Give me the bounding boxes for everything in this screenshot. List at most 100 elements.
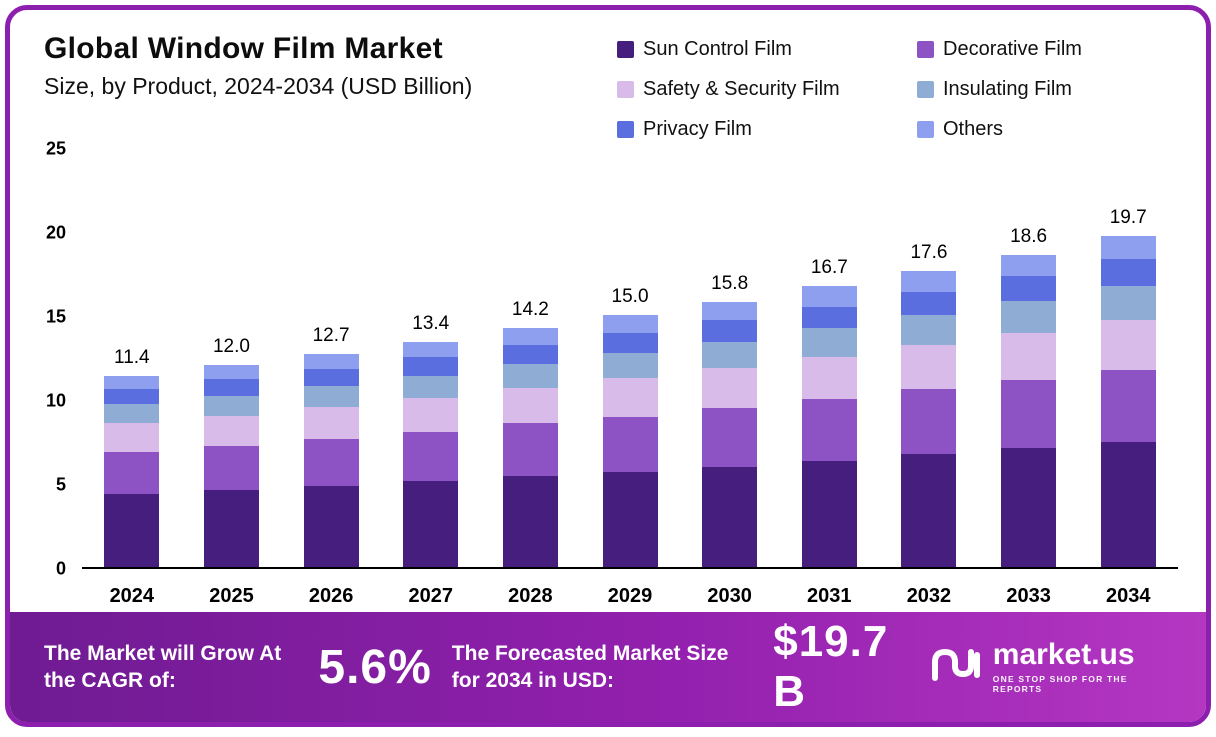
legend-label: Decorative Film — [943, 38, 1082, 60]
legend: Sun Control Film Decorative Film Safety & … — [617, 32, 1172, 141]
bar-2030: 15.8 — [680, 273, 780, 567]
legend-item-privacy-film: Privacy Film — [617, 118, 917, 141]
legend-swatch-decorative-film — [917, 41, 934, 58]
segment-safety-security-film-2034 — [1100, 319, 1156, 370]
segment-safety-security-film-2029 — [602, 378, 658, 417]
segment-privacy-film-2031 — [801, 306, 857, 329]
legend-item-insulating-film: Insulating Film — [917, 78, 1172, 101]
x-label-2031: 2031 — [807, 585, 852, 607]
bar-total-label-2024: 11.4 — [114, 346, 150, 368]
legend-label: Others — [943, 118, 1004, 140]
market-us-logo: market.us ONE STOP SHOP FOR THE REPORTS — [929, 640, 1172, 694]
bar-stack-2027 — [403, 341, 459, 567]
segment-insulating-film-2032 — [901, 315, 957, 346]
bar-total-label-2028: 14.2 — [511, 299, 549, 321]
segment-insulating-film-2029 — [602, 353, 658, 379]
segment-others-2031 — [801, 286, 857, 307]
bar-stack-2025 — [203, 365, 259, 567]
y-tick-15: 15 — [45, 306, 66, 327]
segment-decorative-film-2028 — [502, 423, 558, 476]
segment-privacy-film-2027 — [403, 357, 459, 376]
x-label-2027: 2027 — [408, 585, 453, 607]
x-label-2030: 2030 — [707, 585, 752, 607]
plot-wrap: 0 5 10 15 20 25 11.4 12.0 12.7 13.4 14.2 15.0 15.8 1… — [10, 139, 1206, 579]
legend-label: Privacy Film — [643, 118, 752, 140]
segment-insulating-film-2027 — [403, 375, 459, 398]
segment-others-2033 — [1001, 254, 1057, 277]
logo-text-block: market.us ONE STOP SHOP FOR THE REPORTS — [992, 638, 1172, 695]
cagr-value: 5.6% — [318, 640, 432, 694]
segment-insulating-film-2030 — [702, 341, 758, 369]
chart-titles: Global Window Film Market Size, by Produ… — [44, 32, 472, 141]
segment-insulating-film-2033 — [1001, 301, 1057, 334]
legend-item-decorative-film: Decorative Film — [917, 38, 1172, 61]
legend-item-safety-security-film: Safety & Security Film — [617, 78, 917, 101]
x-label-2026: 2026 — [308, 585, 354, 607]
segment-privacy-film-2032 — [901, 291, 957, 316]
bar-2024: 11.4 — [82, 347, 182, 567]
segment-others-2025 — [203, 365, 259, 379]
x-label-2024: 2024 — [109, 585, 155, 607]
logo-name: market.us — [992, 638, 1135, 671]
segment-others-2029 — [602, 315, 658, 334]
bar-2028: 14.2 — [481, 299, 581, 567]
legend-label: Safety & Security Film — [643, 78, 840, 100]
segment-sun-control-film-2028 — [502, 475, 558, 567]
cagr-label: The Market will Grow At the CAGR of: — [44, 641, 282, 692]
segment-sun-control-film-2033 — [1001, 448, 1057, 567]
chart-header: Global Window Film Market Size, by Produ… — [10, 28, 1206, 141]
bar-stack-2033 — [1001, 254, 1057, 567]
segment-sun-control-film-2030 — [702, 466, 758, 567]
segment-safety-security-film-2033 — [1001, 333, 1057, 380]
segment-others-2030 — [702, 301, 758, 320]
y-tick-20: 20 — [45, 222, 66, 243]
bar-2034: 19.7 — [1078, 207, 1178, 567]
segment-sun-control-film-2031 — [801, 461, 857, 567]
segment-privacy-film-2034 — [1100, 259, 1156, 287]
segment-safety-security-film-2031 — [801, 357, 857, 400]
segment-safety-security-film-2024 — [104, 422, 160, 452]
segment-decorative-film-2025 — [203, 446, 259, 490]
y-tick-0: 0 — [55, 558, 66, 579]
legend-swatch-privacy-film — [617, 121, 634, 138]
legend-swatch-others — [917, 121, 934, 138]
legend-swatch-insulating-film — [917, 81, 934, 98]
bar-total-label-2027: 13.4 — [412, 312, 450, 334]
chart-subtitle: Size, by Product, 2024-2034 (USD Billion… — [44, 73, 473, 99]
segment-safety-security-film-2028 — [502, 387, 558, 424]
segment-privacy-film-2029 — [602, 333, 658, 354]
bar-2025: 12.0 — [182, 336, 282, 567]
bar-stack-2034 — [1100, 236, 1156, 567]
segment-insulating-film-2028 — [502, 364, 558, 388]
segment-insulating-film-2031 — [801, 328, 857, 358]
segment-safety-security-film-2026 — [303, 407, 359, 440]
segment-others-2024 — [104, 375, 160, 390]
bar-total-label-2034: 19.7 — [1109, 207, 1147, 229]
y-tick-10: 10 — [45, 390, 66, 411]
segment-decorative-film-2029 — [602, 416, 658, 472]
bar-total-label-2030: 15.8 — [711, 272, 749, 294]
segment-privacy-film-2024 — [104, 389, 160, 405]
x-label-2029: 2029 — [607, 585, 653, 607]
x-axis-labels: 2024 2025 2026 2027 2028 2029 2030 2031 2032 2033… — [82, 585, 1206, 608]
x-label-2025: 2025 — [209, 585, 254, 607]
segment-safety-security-film-2025 — [203, 415, 259, 447]
legend-swatch-safety-security-film — [617, 81, 634, 98]
x-label-2032: 2032 — [906, 585, 952, 607]
bar-total-label-2026: 12.7 — [312, 324, 350, 346]
bar-2031: 16.7 — [779, 257, 879, 567]
chart-section: Global Window Film Market Size, by Produ… — [10, 10, 1206, 612]
segment-decorative-film-2033 — [1001, 379, 1057, 449]
bar-stack-2029 — [602, 315, 658, 567]
bar-total-label-2029: 15.0 — [611, 286, 649, 308]
segment-sun-control-film-2025 — [203, 489, 259, 567]
segment-privacy-film-2033 — [1001, 276, 1057, 302]
bars-container: 11.4 12.0 12.7 13.4 14.2 15.0 15.8 16.7 17.6 18.6… — [82, 149, 1178, 567]
segment-insulating-film-2025 — [203, 395, 259, 416]
forecast-value: $19.7 B — [773, 617, 889, 716]
segment-others-2034 — [1100, 236, 1156, 260]
bar-stack-2030 — [702, 301, 758, 567]
segment-insulating-film-2026 — [303, 385, 359, 408]
y-tick-25: 25 — [45, 138, 66, 159]
bar-total-label-2025: 12.0 — [212, 336, 250, 358]
